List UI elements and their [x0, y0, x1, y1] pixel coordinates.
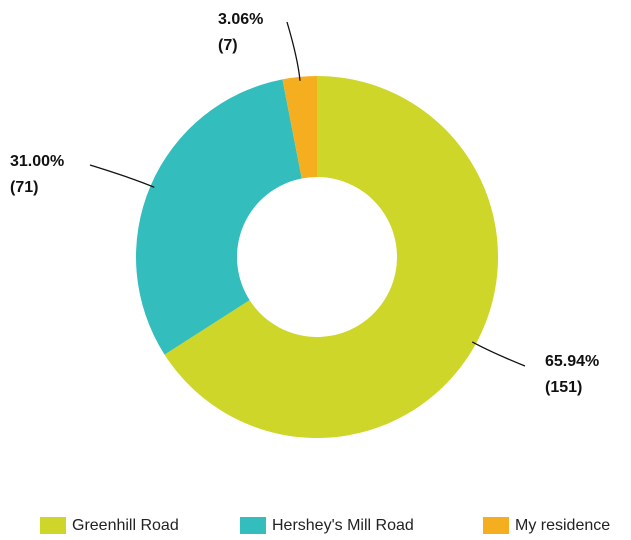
- donut-slice: [164, 76, 499, 438]
- legend-label: My residence: [515, 517, 610, 534]
- leader-line: [89, 164, 155, 188]
- percent-label: 65.94%: [545, 353, 599, 370]
- percent-label: 3.06%: [218, 11, 263, 28]
- leader-line: [471, 341, 526, 367]
- leader-line: [286, 21, 301, 81]
- legend-swatch: [40, 517, 66, 534]
- donut-slice: [135, 79, 302, 355]
- legend-swatch: [240, 517, 266, 534]
- legend-swatch: [483, 517, 509, 534]
- percent-label: 31.00%: [10, 153, 64, 170]
- value-label: (151): [545, 379, 582, 396]
- donut-slice: [282, 76, 317, 179]
- value-label: (7): [218, 37, 238, 54]
- legend-label: Greenhill Road: [72, 517, 179, 534]
- value-label: (71): [10, 179, 38, 196]
- legend-label: Hershey's Mill Road: [272, 517, 414, 534]
